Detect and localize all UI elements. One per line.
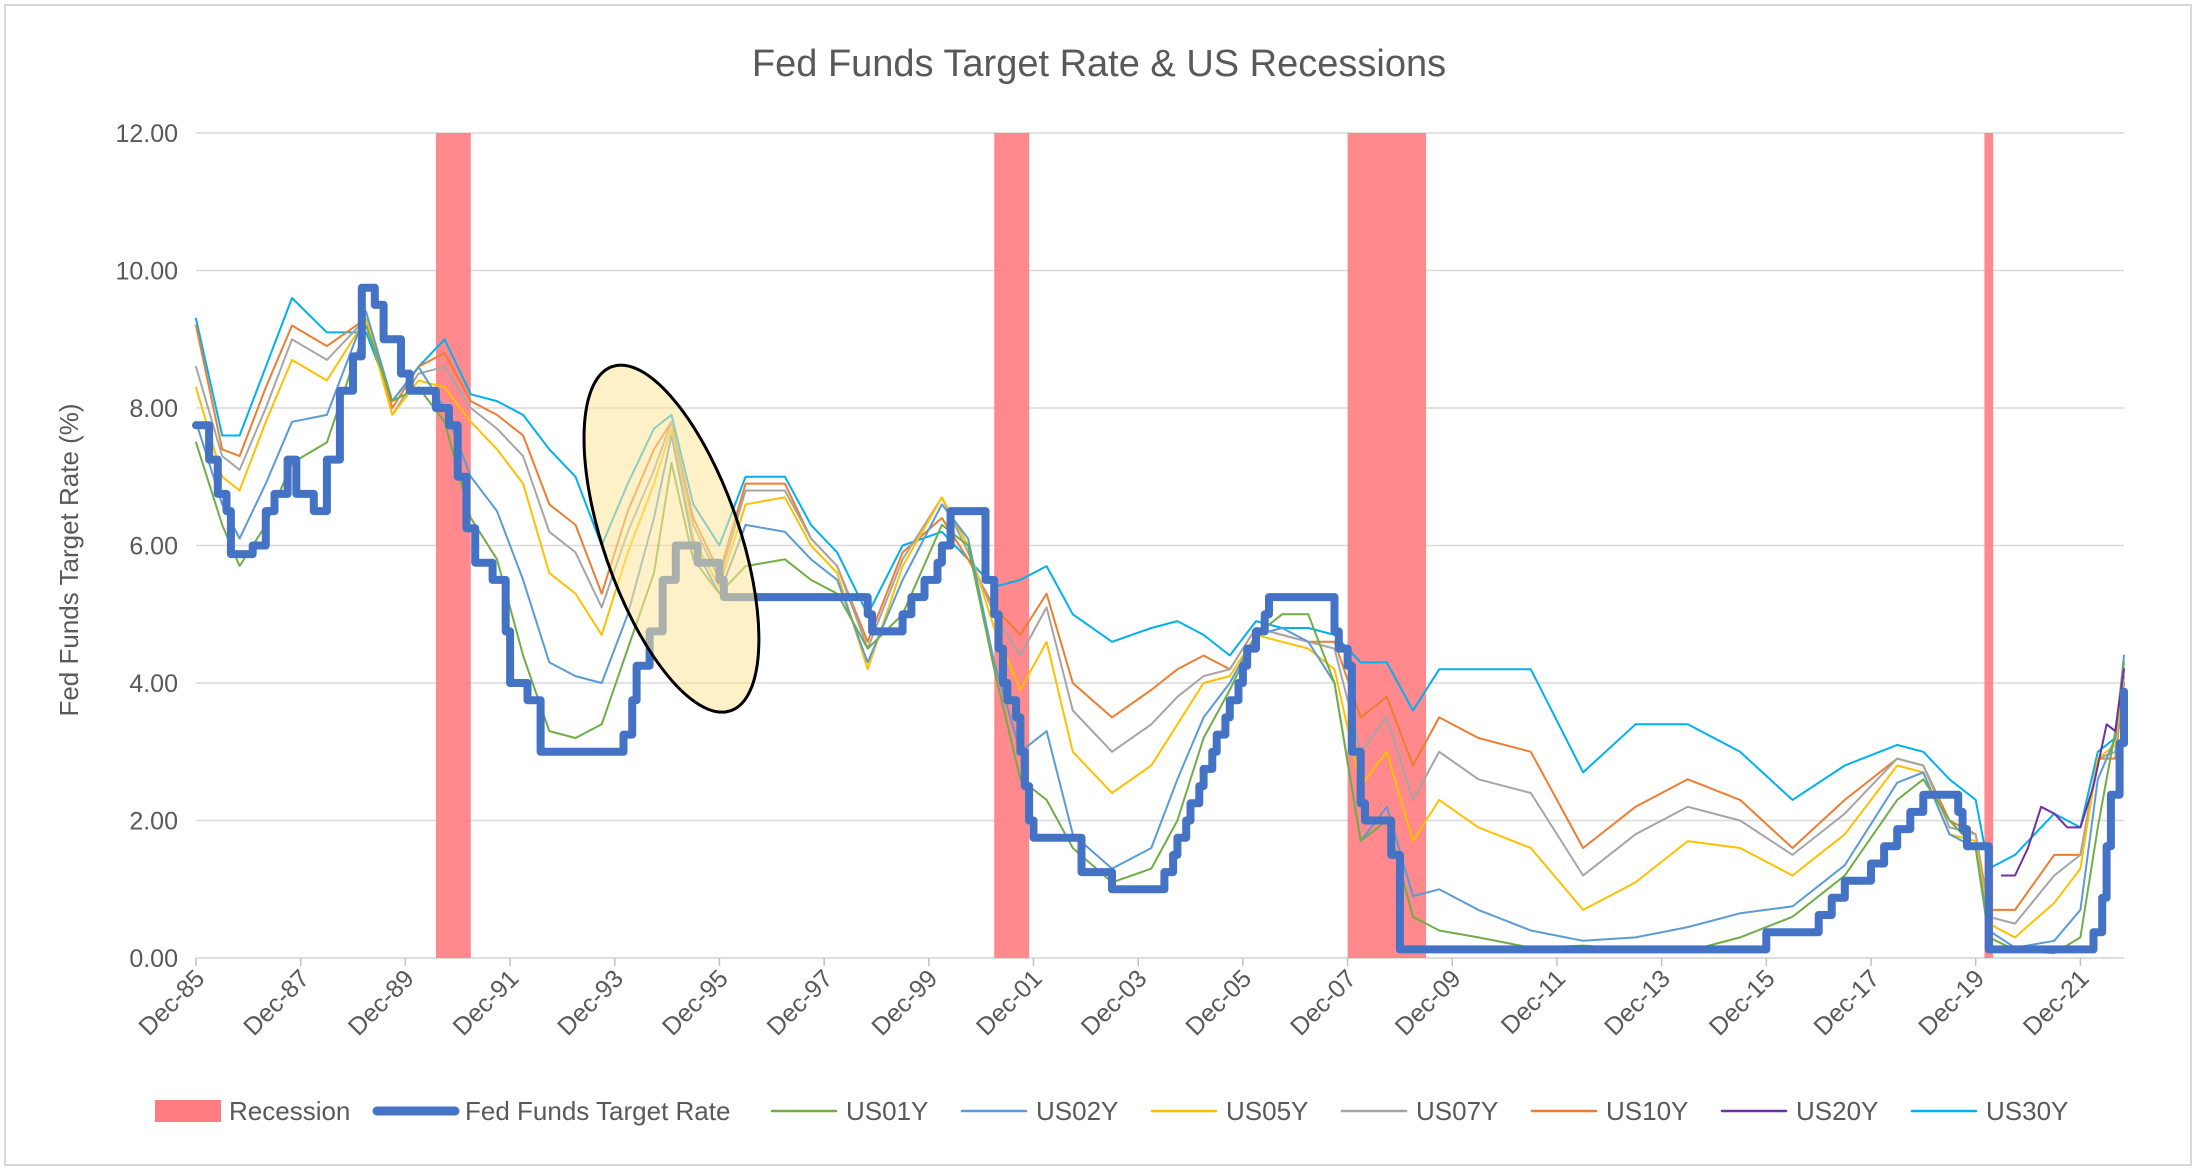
- x-tick-label: Dec-85: [133, 964, 210, 1041]
- x-tick-label: Dec-93: [552, 964, 629, 1041]
- y-tick-label: 6.00: [129, 533, 178, 561]
- series-lines: [192, 283, 2128, 955]
- x-tick-label: Dec-09: [1390, 964, 1467, 1041]
- y-tick-label: 12.00: [115, 120, 178, 148]
- y-tick-label: 2.00: [129, 808, 178, 836]
- recession-band: [1984, 133, 1994, 958]
- x-tick-label: Dec-99: [866, 964, 943, 1041]
- y-tick-label: 4.00: [129, 670, 178, 698]
- legend: Recession Fed Funds Target Rate US01Y US02Y…: [155, 1096, 2068, 1126]
- y-tick-label: 8.00: [129, 395, 178, 423]
- legend-swatch-recession: [155, 1100, 221, 1122]
- series-us30y: [195, 297, 2125, 870]
- x-tick-label: Dec-21: [2018, 964, 2095, 1041]
- chart-title: Fed Funds Target Rate & US Recessions: [752, 43, 1446, 85]
- y-tick-label: 10.00: [115, 258, 178, 286]
- series-us10y: [195, 317, 2125, 911]
- x-tick-label: Dec-07: [1285, 964, 1362, 1041]
- x-tick-label: Dec-89: [343, 964, 420, 1041]
- x-tick-label: Dec-03: [1076, 964, 1153, 1041]
- x-tick-label: Dec-19: [1913, 964, 1990, 1041]
- x-axis-ticks: Dec-85 Dec-87 Dec-89 Dec-91 Dec-93 Dec-95 Dec-…: [133, 958, 2095, 1041]
- x-tick-label: Dec-11: [1496, 964, 1571, 1039]
- annotation: [582, 363, 761, 714]
- x-tick-label: Dec-91: [448, 964, 525, 1041]
- legend-label-us02y: US02Y: [1036, 1096, 1118, 1126]
- legend-label-fed-funds-target-rate: Fed Funds Target Rate: [465, 1096, 730, 1126]
- series-us01y: [195, 324, 2125, 955]
- x-tick-label: Dec-05: [1180, 964, 1257, 1041]
- x-tick-label: Dec-01: [971, 964, 1048, 1041]
- x-tick-label: Dec-95: [657, 964, 734, 1041]
- x-tick-label: Dec-17: [1808, 964, 1885, 1041]
- series-us05y: [195, 317, 2125, 939]
- legend-label-us10y: US10Y: [1606, 1096, 1688, 1126]
- recession-band: [994, 133, 1030, 958]
- gridlines: [196, 132, 2124, 959]
- chart-frame: [4, 4, 2192, 1166]
- series-fed-funds-target-rate: [192, 283, 2128, 954]
- legend-label-us20y: US20Y: [1796, 1096, 1878, 1126]
- x-tick-label: Dec-87: [238, 964, 315, 1041]
- y-axis-label: Fed Funds Target Rate (%): [54, 403, 84, 716]
- annotation-ellipse: [582, 363, 761, 714]
- legend-label-us07y: US07Y: [1416, 1096, 1498, 1126]
- y-axis-ticks: 0.00 2.00 4.00 6.00 8.00 10.00 12.00: [115, 120, 178, 973]
- x-tick-label: Dec-13: [1599, 964, 1676, 1041]
- legend-label-recession: Recession: [229, 1096, 350, 1126]
- x-tick-label: Dec-97: [762, 964, 839, 1041]
- legend-label-us01y: US01Y: [846, 1096, 928, 1126]
- recession-band: [435, 133, 471, 958]
- y-tick-label: 0.00: [129, 945, 178, 973]
- legend-label-us30y: US30Y: [1986, 1096, 2068, 1126]
- legend-label-us05y: US05Y: [1226, 1096, 1308, 1126]
- series-us20y: [2000, 668, 2125, 877]
- series-us07y: [195, 317, 2125, 925]
- x-tick-label: Dec-15: [1704, 964, 1781, 1041]
